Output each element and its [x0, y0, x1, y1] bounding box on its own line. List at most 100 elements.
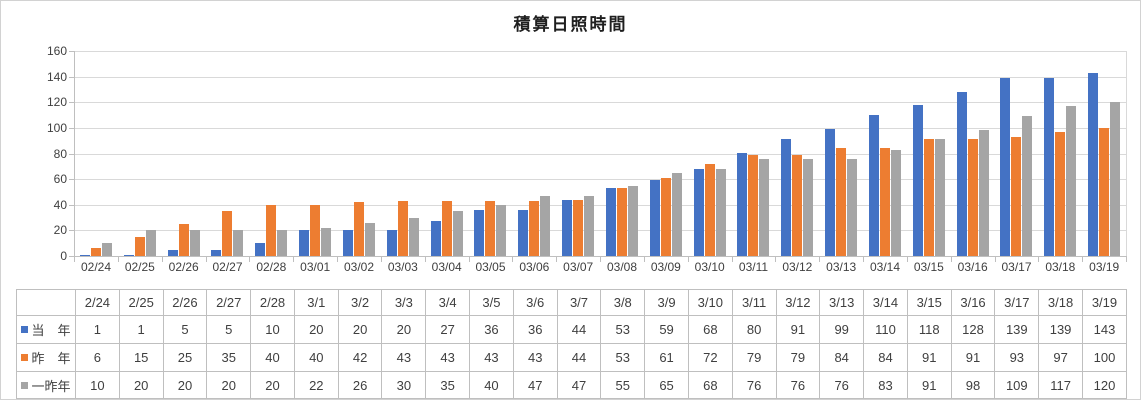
table-column-header: 3/12 — [775, 289, 821, 316]
bar-一昨年 — [321, 228, 331, 256]
bar-昨年 — [705, 164, 715, 256]
y-axis-tick-label: 120 — [46, 95, 67, 109]
gridline — [74, 51, 1127, 52]
table-value-cell: 99 — [819, 315, 865, 344]
x-axis-tick — [512, 257, 513, 262]
bar-昨年 — [880, 148, 890, 256]
table-value-cell: 1 — [118, 315, 164, 344]
x-axis-tick — [688, 257, 689, 262]
bar-昨年 — [924, 139, 934, 256]
y-axis-tick — [69, 256, 74, 257]
table-corner-cell — [16, 289, 76, 316]
x-axis-tick — [907, 257, 908, 262]
legend-key-icon — [21, 354, 29, 361]
bar-昨年 — [485, 201, 495, 256]
x-axis-tick-label: 03/02 — [343, 260, 375, 274]
plot-area — [74, 51, 1126, 256]
bar-昨年 — [91, 248, 101, 256]
series-label-cell: 昨 年 — [16, 343, 76, 372]
x-axis-tick-label: 02/28 — [256, 260, 287, 274]
y-axis-tick-label: 40 — [53, 198, 67, 212]
table-column-header: 3/17 — [994, 289, 1040, 316]
table-column-header: 3/7 — [556, 289, 602, 316]
table-value-cell: 5 — [162, 315, 208, 344]
table-value-cell: 84 — [819, 343, 865, 372]
bar-当年 — [518, 210, 528, 256]
table-value-cell: 91 — [906, 371, 952, 399]
x-axis-line — [74, 256, 1127, 257]
bar-当年 — [343, 230, 353, 256]
table-value-cell: 65 — [644, 371, 689, 399]
bar-昨年 — [135, 237, 145, 256]
table-value-cell: 53 — [600, 315, 646, 344]
table-value-cell: 100 — [1081, 343, 1128, 372]
bar-一昨年 — [584, 196, 594, 256]
table-value-cell: 128 — [950, 315, 996, 344]
series-label-cell: 当 年 — [16, 315, 76, 344]
table-column-header: 3/13 — [819, 289, 865, 316]
table-value-cell: 109 — [994, 371, 1040, 399]
x-axis-tick-label: 03/18 — [1045, 260, 1076, 274]
bar-昨年 — [266, 205, 276, 256]
x-axis-tick-label: 03/10 — [694, 260, 725, 274]
table-column-header: 3/19 — [1081, 289, 1128, 316]
table-value-cell: 91 — [775, 315, 821, 344]
bar-当年 — [694, 169, 704, 256]
x-axis-tick — [819, 257, 820, 262]
x-axis-tick — [644, 257, 645, 262]
bar-昨年 — [398, 201, 408, 256]
table-value-cell: 47 — [556, 371, 602, 399]
x-axis-tick — [775, 257, 776, 262]
table-column-header: 3/3 — [381, 289, 427, 316]
x-axis-tick — [600, 257, 601, 262]
table-value-cell: 35 — [206, 343, 252, 372]
bar-当年 — [474, 210, 484, 256]
bar-一昨年 — [1066, 106, 1076, 256]
table-column-header: 3/16 — [950, 289, 996, 316]
table-value-cell: 76 — [775, 371, 821, 399]
x-axis-tick — [863, 257, 864, 262]
x-axis-tick — [162, 257, 163, 262]
bar-昨年 — [661, 178, 671, 256]
gridline — [74, 205, 1127, 206]
bar-一昨年 — [146, 230, 156, 256]
table-value-cell: 43 — [512, 343, 558, 372]
x-axis-tick-label: 03/17 — [1001, 260, 1032, 274]
x-axis-tick-label: 03/08 — [606, 260, 638, 274]
bar-一昨年 — [716, 169, 726, 256]
x-axis-tick-label: 03/14 — [869, 260, 901, 274]
bar-昨年 — [836, 148, 846, 256]
gridline — [74, 230, 1127, 231]
table-column-header: 3/2 — [337, 289, 383, 316]
table-value-cell: 43 — [425, 343, 471, 372]
series-name: 一昨年 — [31, 378, 71, 394]
x-axis-tick — [206, 257, 207, 262]
plot-right-border — [1126, 51, 1127, 256]
bar-昨年 — [573, 200, 583, 256]
bar-一昨年 — [190, 230, 200, 256]
y-axis-tick — [69, 102, 74, 103]
bar-一昨年 — [979, 130, 989, 256]
table-value-cell: 10 — [250, 315, 295, 344]
bar-一昨年 — [409, 218, 419, 256]
y-axis-tick — [69, 205, 74, 206]
table-value-cell: 55 — [600, 371, 646, 399]
y-axis-tick-label: 140 — [46, 70, 67, 84]
bar-当年 — [562, 200, 572, 256]
bar-当年 — [781, 139, 791, 256]
x-axis-tick-label: 03/04 — [431, 260, 462, 274]
x-axis-tick — [951, 257, 952, 262]
table-value-cell: 27 — [425, 315, 471, 344]
table-value-cell: 47 — [512, 371, 558, 399]
table-value-cell: 80 — [731, 315, 777, 344]
bar-昨年 — [748, 155, 758, 256]
bar-昨年 — [1011, 137, 1021, 256]
table-column-header: 3/4 — [425, 289, 471, 316]
table-value-cell: 120 — [1081, 371, 1128, 399]
x-axis-tick-label: 02/26 — [168, 260, 199, 274]
x-axis-tick-label: 02/24 — [80, 260, 112, 274]
table-value-cell: 76 — [819, 371, 865, 399]
bar-昨年 — [179, 224, 189, 256]
x-axis-tick — [293, 257, 294, 262]
